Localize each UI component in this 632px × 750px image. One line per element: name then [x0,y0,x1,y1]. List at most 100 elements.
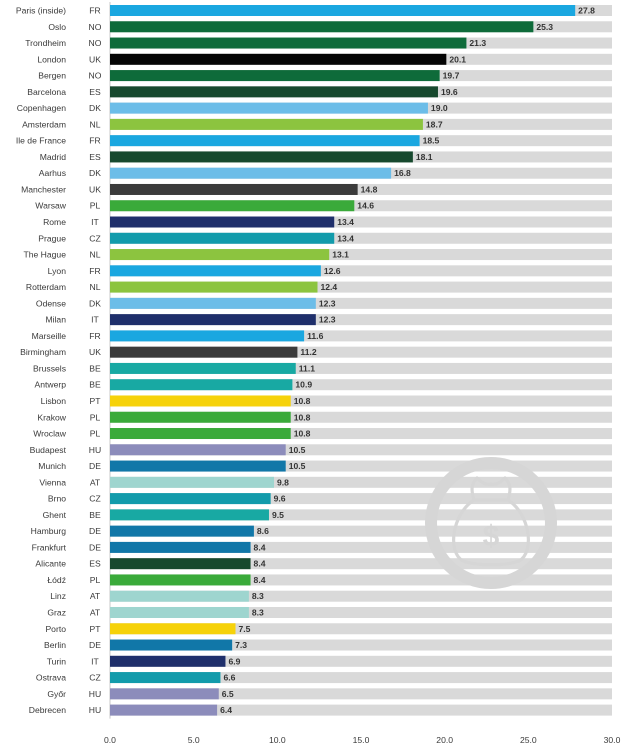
bar-track [110,623,612,635]
x-tick-label: 20.0 [436,735,453,745]
x-axis: 0.0 5.0 10.0 15.0 20.0 25.0 30.0 [104,735,621,745]
city-label: Vienna [39,477,66,487]
city-label: Copenhagen [17,103,66,113]
country-label: UK [89,347,101,357]
city-label: Lisbon [41,396,67,406]
bar-track [110,411,612,423]
country-label: HU [89,445,101,455]
city-label: Graz [47,607,66,617]
country-label: HU [89,705,101,715]
city-label: Brno [48,494,66,504]
city-label: Berlin [44,640,66,650]
value-label: 18.1 [416,152,433,162]
bar-track [110,590,612,602]
bar-track [110,395,612,407]
value-label: 11.6 [307,331,323,341]
country-label: FR [89,266,100,276]
city-label: Alicante [35,559,66,569]
city-label: The Hague [23,250,66,260]
country-label: FR [89,136,100,146]
country-label: CZ [89,233,100,243]
value-label: 11.1 [299,363,315,373]
money-bag-icon: $ [425,457,557,589]
bar-track [110,281,612,293]
bar-track [110,362,612,374]
bar-track [110,428,612,440]
bar [110,606,249,618]
bar-track [110,460,612,472]
bar [110,655,226,667]
bar [110,590,249,602]
country-label: NL [90,250,101,260]
bar [110,200,355,212]
value-label: 27.8 [578,6,595,16]
city-label: Trondheim [25,38,66,48]
city-label: Budapest [30,445,67,455]
x-tick-label: 0.0 [104,735,116,745]
country-label: HU [89,689,101,699]
country-label: FR [89,6,100,16]
bar [110,444,286,456]
bar [110,688,219,700]
value-label: 19.7 [443,71,460,81]
bar [110,216,335,228]
bar-track [110,672,612,684]
country-label: PT [90,396,102,406]
bar [110,151,413,163]
bar-track [110,639,612,651]
city-label: Ostrava [36,673,66,683]
bar [110,314,316,326]
country-label: DE [89,640,101,650]
city-label: Antwerp [34,380,66,390]
bar [110,460,286,472]
city-label: Barcelona [27,87,66,97]
value-label: 10.5 [289,461,306,471]
bar [110,5,576,16]
city-label: Hamburg [31,526,67,536]
value-label: 10.8 [294,412,311,422]
city-label: Turin [47,656,66,666]
bar [110,672,221,684]
value-label: 8.6 [257,526,269,536]
value-label: 8.3 [252,591,264,601]
value-label: 12.6 [324,266,341,276]
x-tick-label: 25.0 [520,735,537,745]
country-label: BE [89,510,101,520]
country-label: AT [90,477,101,487]
city-label: Ile de France [16,136,66,146]
country-label: DK [89,168,101,178]
bar [110,509,269,521]
city-label: Debrecen [29,705,66,715]
city-label: Rotterdam [26,282,66,292]
bar-track [110,525,612,537]
value-label: 13.1 [332,250,349,260]
value-label: 12.4 [320,282,337,292]
bar-track [110,541,612,553]
value-label: 16.8 [394,168,411,178]
country-label: NO [89,71,102,81]
value-label: 6.6 [223,673,235,683]
value-label: 18.5 [423,136,440,146]
bar [110,86,438,98]
value-label: 6.4 [220,705,232,715]
x-tick-label: 5.0 [188,735,200,745]
country-label: PL [90,412,101,422]
bar [110,411,291,423]
city-label: Porto [45,624,66,634]
country-label: ES [89,152,101,162]
bar [110,346,298,358]
bar-track [110,314,612,326]
bar [110,265,321,277]
country-label: PL [90,429,101,439]
value-label: 7.5 [239,624,251,634]
value-label: 25.3 [536,22,553,32]
bar-track [110,249,612,261]
city-label: Birmingham [20,347,66,357]
city-label: Munich [38,461,66,471]
value-label: 18.7 [426,119,443,129]
country-label: CZ [89,673,100,683]
city-label: Krakow [37,412,66,422]
city-label: Linz [50,591,66,601]
bar-track [110,655,612,667]
